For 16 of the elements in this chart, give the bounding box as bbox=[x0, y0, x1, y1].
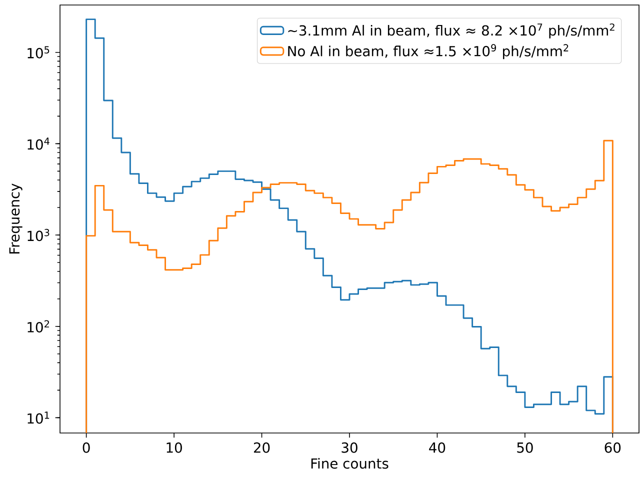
x-tick-label: 50 bbox=[517, 442, 533, 453]
y-tick-label: 10$^{5}$ bbox=[28, 46, 50, 58]
y-tick-label: 10$^{1}$ bbox=[28, 412, 50, 424]
y-tick-label: 10$^{2}$ bbox=[28, 320, 49, 332]
x-tick-label: 10 bbox=[166, 442, 182, 453]
legend-label: No Al in beam, flux ≈1.5 ×10$^{9}$ ph/s/mm$^{2}$ bbox=[288, 44, 568, 60]
x-tick-label: 30 bbox=[342, 442, 358, 453]
y-tick-label: 10$^{4}$ bbox=[28, 138, 50, 150]
y-tick-label: 10$^{3}$ bbox=[28, 228, 50, 242]
x-tick-label: 0 bbox=[82, 442, 90, 453]
legend-label: ~3.1mm Al in beam, flux ≈ 8.2 ×10$^{7}$ ph/s/mm$^{2}$ bbox=[288, 23, 614, 38]
x-tick-label: 40 bbox=[429, 442, 446, 453]
x-tick-label: 20 bbox=[254, 442, 270, 453]
x-tick-label: 60 bbox=[604, 442, 621, 453]
y-axis-title: Frequency bbox=[9, 184, 22, 254]
x-axis-title: Fine counts bbox=[311, 458, 388, 469]
